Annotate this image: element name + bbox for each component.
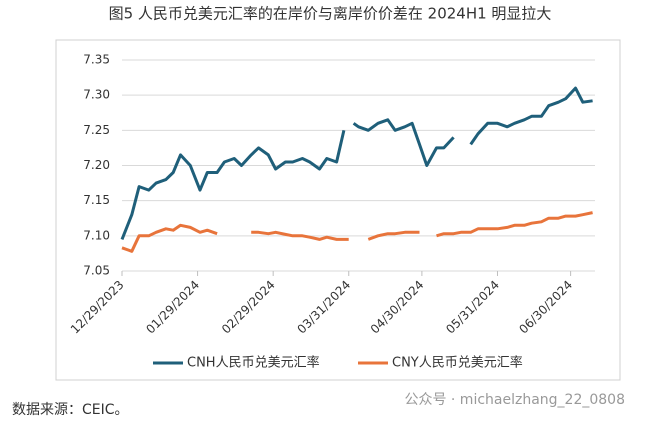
x-tick-label: 12/29/2023 — [68, 278, 127, 337]
x-tick-label: 04/30/2024 — [368, 278, 427, 337]
chart-title: 图5 人民币兑美元汇率的在岸价与离岸价价差在 2024H1 明显拉大 — [109, 5, 552, 23]
watermark: 公众号 · michaelzhang_22_0808 — [404, 392, 625, 408]
y-tick-label: 7.20 — [83, 158, 110, 172]
y-tick-label: 7.15 — [83, 193, 110, 207]
legend-label: CNH人民币兑美元汇率 — [187, 355, 320, 371]
y-tick-label: 7.30 — [83, 88, 110, 102]
y-tick-label: 7.35 — [83, 53, 110, 67]
y-tick-label: 7.05 — [83, 264, 110, 278]
legend-label: CNY人民币兑美元汇率 — [392, 355, 523, 371]
y-tick-label: 7.25 — [83, 123, 110, 137]
source-note: 数据来源：CEIC。 — [12, 402, 129, 418]
x-tick-label: 01/29/2024 — [143, 278, 202, 337]
x-tick-label: 06/30/2024 — [516, 278, 575, 337]
chart-frame — [55, 39, 621, 381]
series-line — [120, 86, 593, 240]
x-tick-label: 05/31/2024 — [443, 278, 502, 337]
x-tick-label: 02/29/2024 — [219, 278, 278, 337]
x-tick-label: 03/31/2024 — [295, 278, 354, 337]
series-line — [121, 211, 593, 253]
y-tick-label: 7.10 — [83, 228, 110, 242]
